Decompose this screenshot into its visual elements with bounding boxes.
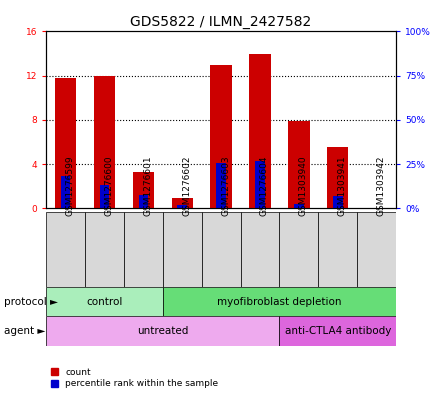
Legend: count, percentile rank within the sample: count, percentile rank within the sample: [51, 368, 218, 389]
FancyBboxPatch shape: [46, 287, 163, 316]
Bar: [249, 53, 271, 208]
Bar: [255, 160, 265, 208]
FancyBboxPatch shape: [124, 212, 163, 287]
Bar: [216, 163, 226, 208]
FancyBboxPatch shape: [241, 212, 279, 287]
Title: GDS5822 / ILMN_2427582: GDS5822 / ILMN_2427582: [131, 15, 312, 29]
Text: GSM1303941: GSM1303941: [338, 155, 347, 216]
Text: GSM1276601: GSM1276601: [143, 155, 152, 216]
Text: myofibroblast depletion: myofibroblast depletion: [217, 297, 341, 307]
Text: GSM1303940: GSM1303940: [299, 155, 308, 216]
FancyBboxPatch shape: [357, 212, 396, 287]
Text: anti-CTLA4 antibody: anti-CTLA4 antibody: [285, 326, 391, 336]
Text: control: control: [86, 297, 123, 307]
FancyBboxPatch shape: [279, 212, 318, 287]
Text: GSM1303942: GSM1303942: [377, 156, 385, 216]
Text: GSM1276600: GSM1276600: [105, 155, 114, 216]
FancyBboxPatch shape: [46, 212, 85, 287]
Bar: [55, 78, 76, 208]
Text: GSM1276603: GSM1276603: [221, 155, 230, 216]
Text: GSM1276599: GSM1276599: [66, 155, 75, 216]
Text: GSM1276602: GSM1276602: [182, 156, 191, 216]
Bar: [288, 121, 309, 208]
Bar: [133, 172, 154, 208]
FancyBboxPatch shape: [318, 212, 357, 287]
FancyBboxPatch shape: [85, 212, 124, 287]
FancyBboxPatch shape: [279, 316, 396, 346]
Bar: [99, 185, 110, 208]
Bar: [177, 205, 187, 208]
Bar: [61, 176, 70, 208]
Bar: [172, 198, 193, 208]
FancyBboxPatch shape: [163, 287, 396, 316]
Text: protocol ►: protocol ►: [4, 297, 59, 307]
Bar: [294, 204, 304, 208]
Bar: [139, 195, 148, 208]
Text: agent ►: agent ►: [4, 326, 46, 336]
FancyBboxPatch shape: [46, 316, 279, 346]
Bar: [210, 64, 232, 208]
Bar: [327, 147, 348, 208]
FancyBboxPatch shape: [202, 212, 241, 287]
Text: untreated: untreated: [137, 326, 188, 336]
Bar: [333, 196, 343, 208]
Bar: [94, 75, 115, 208]
Text: GSM1276604: GSM1276604: [260, 156, 269, 216]
FancyBboxPatch shape: [163, 212, 202, 287]
